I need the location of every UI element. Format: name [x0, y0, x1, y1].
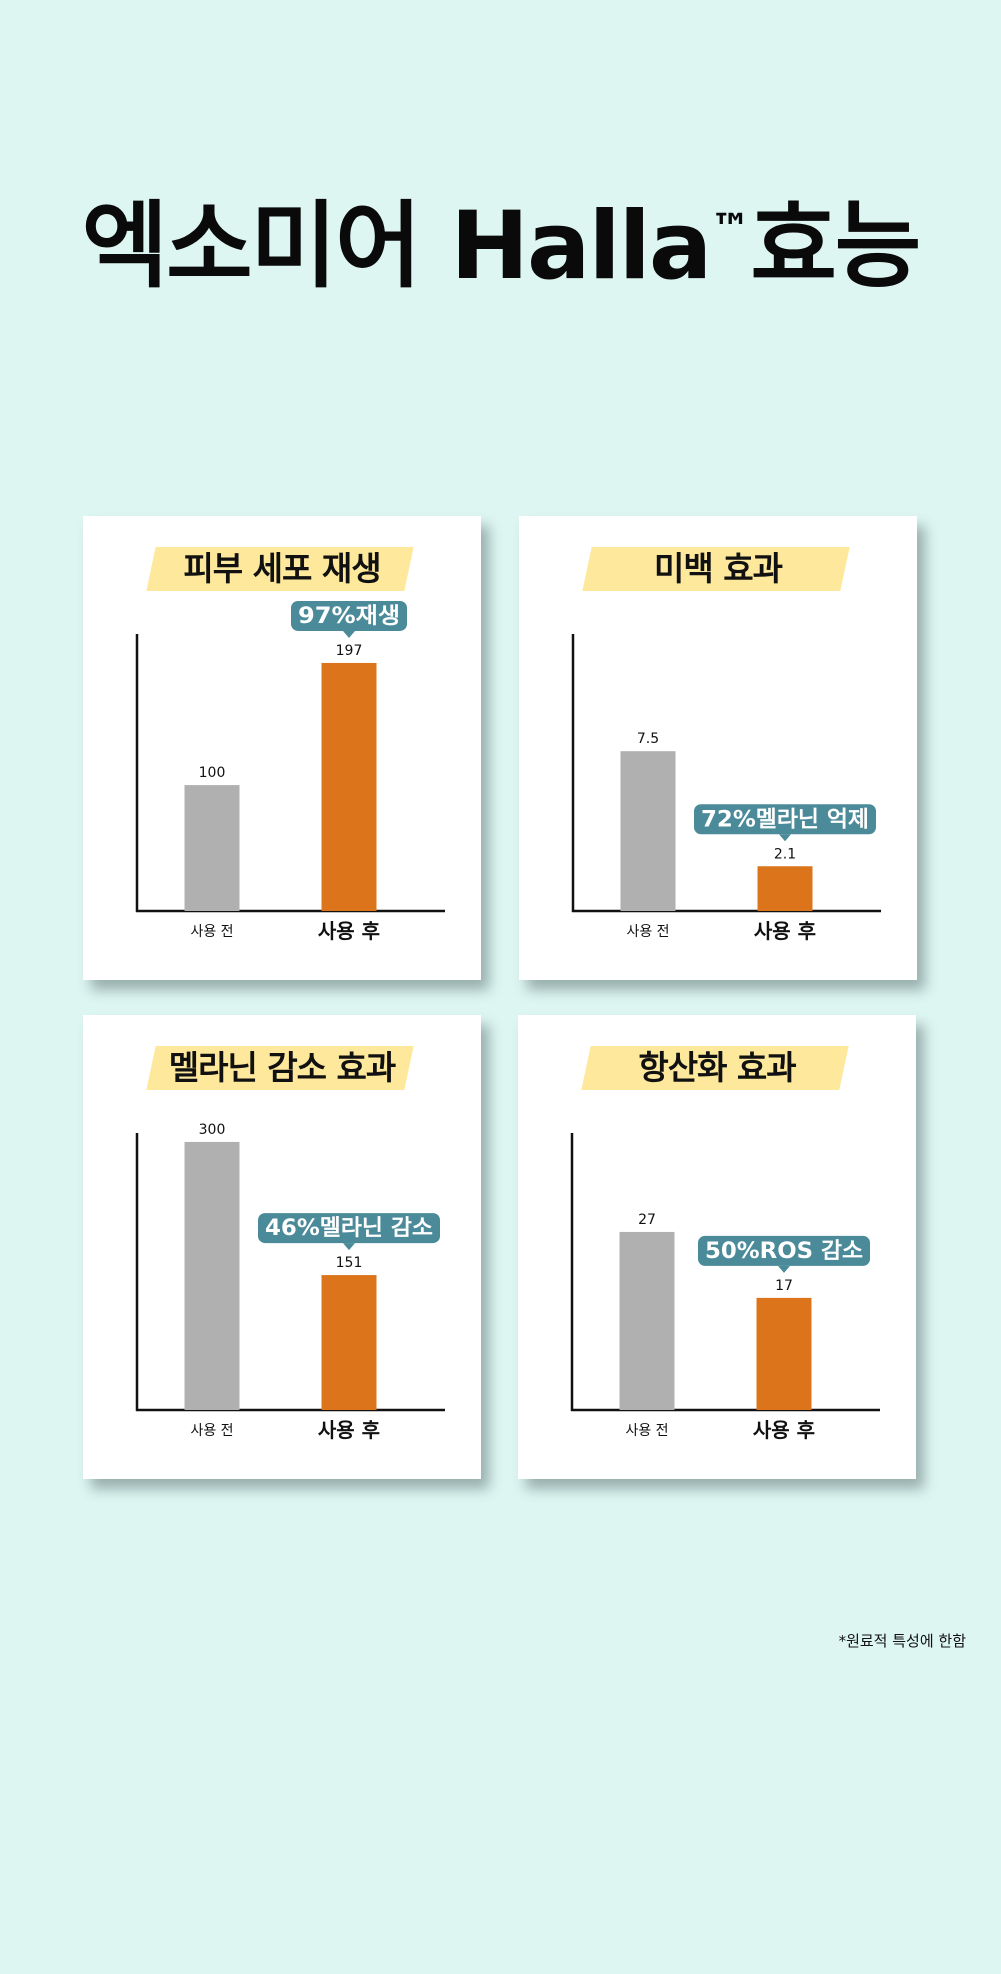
- x-tick-label-after: 사용 후: [753, 1418, 815, 1442]
- bar-chart-whitening: 7.5 사용 전 2.1 사용 후 72%멜라닌 억제: [571, 634, 881, 943]
- chart-title: 항산화 효과: [638, 1048, 796, 1087]
- bar-after: [756, 1297, 812, 1410]
- chart-title: 멜라닌 감소 효과: [168, 1048, 397, 1087]
- footnote: *원료적 특성에 한함: [838, 1632, 966, 1650]
- data-label-after: 197: [336, 643, 363, 659]
- bar-before: [619, 1231, 675, 1410]
- chart-title: 미백 효과: [654, 549, 783, 588]
- bar-before: [620, 751, 676, 911]
- chart-card-skin-regeneration: 피부 세포 재생 100 사용 전 197 사용 후 97%재생: [83, 516, 481, 980]
- callout-bubble: [258, 1213, 440, 1244]
- bar-chart-melanin-reduction: 300 사용 전 151 사용 후 46%멜라닌 감소: [135, 1122, 445, 1442]
- page-title-suffix: 효능: [750, 192, 921, 301]
- x-tick-label-after: 사용 후: [318, 919, 380, 943]
- callout-pointer: [778, 1265, 790, 1273]
- data-label-before: 7.5: [637, 731, 659, 747]
- x-tick-label-after: 사용 후: [318, 1418, 380, 1442]
- x-tick-label-before: 사용 전: [190, 924, 233, 940]
- bar-chart-skin-regeneration: 100 사용 전 197 사용 후 97%재생: [135, 600, 445, 943]
- bar-after: [321, 662, 377, 911]
- callout-text: 72%멜라닌 억제: [701, 807, 869, 832]
- bar-after: [321, 1275, 377, 1410]
- callout-pointer: [343, 630, 355, 638]
- callout-bubble: [291, 600, 407, 631]
- bar-before: [184, 785, 240, 911]
- chart-card-whitening: 미백 효과 7.5 사용 전 2.1 사용 후 72%멜라닌 억제: [519, 516, 917, 980]
- chart-card-antioxidant: 항산화 효과 27 사용 전 17 사용 후 50%ROS 감소: [518, 1015, 916, 1479]
- data-label-before: 100: [199, 765, 226, 781]
- callout-pointer: [343, 1243, 355, 1251]
- data-label-before: 300: [199, 1122, 226, 1138]
- callout-bubble: [694, 804, 876, 835]
- data-label-after: 17: [775, 1278, 793, 1294]
- bar-before: [184, 1141, 240, 1410]
- bar-after: [757, 866, 813, 911]
- data-label-before: 27: [638, 1212, 656, 1228]
- callout-pointer: [779, 834, 791, 842]
- callout-text: 97%재생: [298, 604, 400, 629]
- trademark-symbol: ™: [710, 206, 751, 252]
- callout-text: 50%ROS 감소: [705, 1239, 863, 1264]
- data-label-after: 2.1: [774, 846, 796, 862]
- page-title: 엑소미어 Halla™효능: [0, 200, 1001, 294]
- x-tick-label-before: 사용 전: [190, 1423, 233, 1439]
- callout-bubble: [698, 1235, 870, 1266]
- x-tick-label-after: 사용 후: [754, 919, 816, 943]
- chart-title: 피부 세포 재생: [183, 549, 381, 588]
- chart-card-melanin-reduction: 멜라닌 감소 효과 300 사용 전 151 사용 후 46%멜라닌 감소: [83, 1015, 481, 1479]
- data-label-after: 151: [336, 1255, 363, 1271]
- x-tick-label-before: 사용 전: [626, 924, 669, 940]
- x-tick-label-before: 사용 전: [625, 1423, 668, 1439]
- callout-text: 46%멜라닌 감소: [265, 1216, 433, 1241]
- page-title-main: 엑소미어 Halla: [81, 192, 713, 301]
- bar-chart-antioxidant: 27 사용 전 17 사용 후 50%ROS 감소: [570, 1133, 880, 1442]
